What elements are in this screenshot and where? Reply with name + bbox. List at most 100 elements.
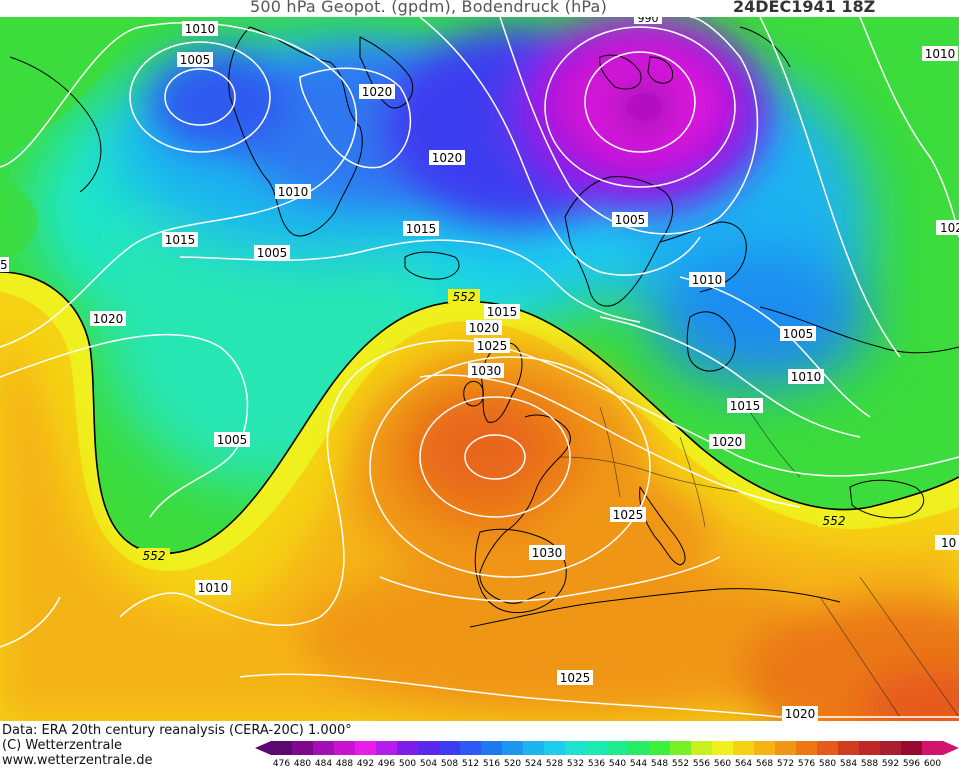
height-label: 552 [818,513,850,528]
legend-tick-label: 552 [672,759,689,767]
legend-swatch [313,741,335,755]
svg-text:1010: 1010 [925,47,956,61]
legend-tick-label: 532 [567,759,584,767]
isobar-label: 1025 [557,670,593,685]
legend-tick-label: 564 [735,759,752,767]
isobar-label: 1005 [177,52,213,67]
isobar-label: 1015 [484,304,520,319]
legend-swatch [502,741,524,755]
legend-tick-label: 536 [588,759,605,767]
header: 500 hPa Geopot. (gpdm), Bodendruck (hPa)… [0,0,959,17]
legend-arrow-right [943,741,959,755]
isobar-label: 10 [935,535,959,550]
legend-swatch [586,741,608,755]
isobar-label: 1005 [214,432,250,447]
isobar-label: 102 [936,220,959,235]
isobar-label: 1020 [429,150,465,165]
legend-tick-label: 520 [504,759,521,767]
legend-swatch [418,741,440,755]
legend-tick-label: 576 [798,759,815,767]
isobar-label: 1005 [780,326,816,341]
legend-tick-label: 596 [903,759,920,767]
svg-text:990: 990 [638,17,659,25]
legend-tick-label: 496 [378,759,395,767]
legend-tick-label: 556 [693,759,710,767]
svg-text:1020: 1020 [362,85,393,99]
copyright-text: (C) Wetterzentrale [2,738,123,753]
isobar-label: 1020 [466,320,502,335]
legend-tick-label: 508 [441,759,458,767]
svg-text:552: 552 [143,549,166,563]
legend-tick-label: 504 [420,759,437,767]
legend-swatch [733,741,755,755]
isobar-label: 990 [634,17,662,25]
chart-title: 500 hPa Geopot. (gpdm), Bodendruck (hPa) [250,0,608,16]
svg-text:1010: 1010 [791,370,822,384]
legend-swatch [565,741,587,755]
svg-text:1025: 1025 [477,339,508,353]
legend-swatch [901,741,923,755]
svg-text:5: 5 [0,258,8,272]
legend-swatch [292,741,314,755]
isobar-label: 1020 [709,434,745,449]
isobar-label: 1020 [90,311,126,326]
svg-text:1025: 1025 [560,671,591,685]
svg-text:1015: 1015 [487,305,518,319]
svg-text:1005: 1005 [257,246,288,260]
isobar-label: 1015 [727,398,763,413]
legend-tick-label: 548 [651,759,668,767]
isobar-label: 1015 [403,221,439,236]
legend-swatch [271,741,293,755]
legend-tick-label: 588 [861,759,878,767]
color-legend: 476 480 484 488 492 496 500 504 508 512 516 520 524 5… [255,741,959,767]
isobar-label: 1030 [529,545,565,560]
legend-swatch [439,741,461,755]
legend-swatch [460,741,482,755]
legend-tick-label: 572 [777,759,794,767]
legend-tick-label: 516 [483,759,500,767]
isobar-label: 1025 [474,338,510,353]
isobar-label: 1010 [922,46,958,61]
svg-text:552: 552 [453,290,476,304]
isobar-label: 1015 [162,232,198,247]
svg-text:1025: 1025 [613,508,644,522]
svg-text:1030: 1030 [532,546,563,560]
isobar-label: 1010 [275,184,311,199]
svg-text:1005: 1005 [217,433,248,447]
isobar-label: 1005 [612,212,648,227]
svg-text:1015: 1015 [730,399,761,413]
legend-swatch [838,741,860,755]
legend-tick-label: 484 [315,759,332,767]
legend-swatch [523,741,545,755]
svg-text:1020: 1020 [785,707,816,721]
svg-text:102: 102 [940,221,959,235]
svg-text:1010: 1010 [278,185,309,199]
legend-swatch [397,741,419,755]
legend-tick-label: 592 [882,759,899,767]
isobar-label: 1010 [195,580,231,595]
svg-text:1030: 1030 [471,364,502,378]
legend-tick-label: 492 [357,759,374,767]
legend-tick-label: 580 [819,759,836,767]
legend-swatch [817,741,839,755]
weather-map: 1010 1005 1020 1020 1010 1015 1015 1005 … [0,17,959,721]
isobar-label: 1010 [788,369,824,384]
svg-text:1010: 1010 [185,22,216,36]
isobar-label: 1020 [359,84,395,99]
height-label: 552 [138,548,170,563]
legend-swatch [607,741,629,755]
isobar-label: 1010 [689,272,725,287]
legend-swatch [334,741,356,755]
legend-swatch [859,741,881,755]
isobar-label: 1020 [782,706,818,721]
legend-tick-label: 512 [462,759,479,767]
svg-text:1020: 1020 [93,312,124,326]
legend-swatch [544,741,566,755]
svg-text:1020: 1020 [712,435,743,449]
legend-swatch [670,741,692,755]
height-labels: 552 552 552 [138,289,850,563]
legend-swatch [796,741,818,755]
legend-tick-label: 540 [609,759,626,767]
legend-swatch [880,741,902,755]
